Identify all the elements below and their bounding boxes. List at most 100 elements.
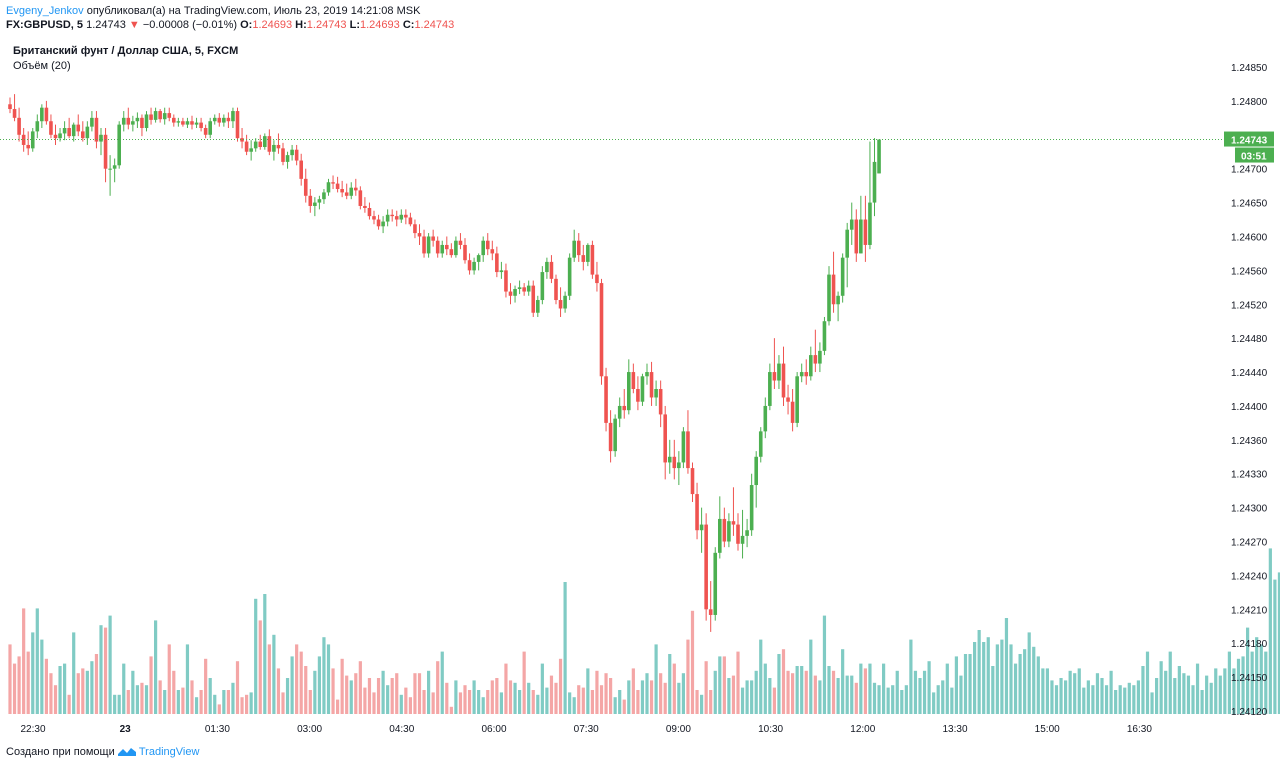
volume-bar (581, 687, 585, 714)
candle-body (617, 405, 622, 419)
volume-bar (1082, 687, 1086, 714)
volume-bar (486, 690, 490, 714)
volume-bar (568, 692, 572, 714)
volume-bar (254, 598, 258, 714)
volume-bar (973, 642, 977, 714)
candle-body (472, 261, 476, 271)
volume-bar (918, 678, 922, 714)
volume-bar (235, 661, 240, 714)
volume-bar (831, 670, 836, 714)
candle-body (508, 291, 513, 296)
candle-body (363, 205, 367, 209)
volume-bar (927, 661, 931, 714)
volume-bar (217, 704, 221, 714)
candle-body (831, 274, 836, 305)
volume-bar (17, 656, 21, 714)
candle-body (162, 113, 167, 120)
volume-bar (1032, 646, 1036, 714)
volume-bar (595, 670, 599, 714)
candle-body (258, 141, 263, 147)
volume-bar (331, 668, 335, 714)
candle-body (385, 214, 390, 222)
volume-bar (381, 670, 385, 714)
candle-body (563, 295, 567, 309)
volume-bar (786, 670, 790, 714)
volume-bar (276, 668, 281, 714)
candle-body (758, 431, 763, 457)
candle-body (595, 274, 599, 284)
volume-bar (108, 615, 112, 714)
volume-bar (336, 699, 340, 714)
candle-body (504, 270, 508, 292)
volume-bar (586, 668, 590, 714)
volume-bar (1095, 673, 1100, 714)
volume-bar (1077, 668, 1081, 714)
last-price-tag: 1.24743 03:51 (1224, 131, 1274, 163)
price-tick-label: 1.24480 (1231, 334, 1268, 345)
candle-body (517, 287, 522, 290)
candle-body (545, 261, 549, 273)
volume-bar (176, 690, 180, 714)
volume-bar (431, 692, 435, 714)
volume-bar (1218, 675, 1222, 714)
author-link[interactable]: Evgeny_Jenkov (6, 5, 84, 17)
volume-bar (950, 687, 954, 714)
candle-body (818, 350, 822, 364)
volume-bar (199, 690, 203, 714)
volume-bar (1255, 637, 1259, 714)
candle-body (140, 117, 144, 129)
volume-bar (290, 656, 294, 714)
candle-body (185, 121, 190, 125)
volume-bar (140, 682, 144, 714)
candle-body (17, 117, 21, 135)
volume-bar (640, 680, 645, 714)
volume-bar (103, 627, 108, 714)
volume-bar (795, 666, 799, 714)
created-with-text: Создано при помощи (6, 746, 115, 758)
low-value: 1.24693 (360, 19, 400, 31)
candle-body (376, 219, 381, 227)
volume-bar (326, 644, 331, 714)
candle-body (836, 295, 840, 305)
candle-body (599, 283, 604, 377)
candle-body (81, 131, 85, 139)
volume-bar (1009, 644, 1013, 714)
volume-bar (913, 670, 918, 714)
volume-bar (941, 680, 945, 714)
volume-bar (727, 678, 731, 714)
candle-body (62, 128, 67, 134)
volume-bar (618, 690, 622, 714)
volume-bar (149, 656, 153, 714)
candle-body (317, 199, 322, 203)
candle-body (44, 107, 49, 122)
open-value: 1.24693 (252, 19, 293, 31)
volume-bar (240, 697, 244, 714)
volume-bar (590, 690, 594, 714)
volume-bar (313, 670, 317, 714)
candle-body (667, 456, 672, 463)
candle-body (827, 274, 831, 322)
candle-body (485, 240, 490, 250)
volume-bar (1050, 680, 1054, 714)
candle-body (58, 133, 62, 139)
volume-bar (781, 649, 786, 714)
tradingview-brand[interactable]: TradingView (138, 746, 200, 758)
volume-bar (536, 694, 540, 714)
volume-bar (968, 654, 972, 714)
volume-bar (1264, 651, 1268, 714)
price-change: −0.00008 (−0.01%) (142, 19, 238, 31)
candle-body (131, 121, 135, 125)
time-axis[interactable]: 22:30 23 01:30 03:00 04:30 06:00 07:30 09:00 10:… (20, 724, 1152, 735)
volume-bar (1273, 579, 1277, 714)
volume-bar (695, 690, 699, 714)
candle-body (40, 107, 44, 122)
volume-bar (440, 651, 444, 714)
volume-bar (154, 620, 158, 714)
volume-bar (527, 682, 531, 714)
volume-bar (645, 673, 649, 714)
volume-bar (827, 666, 831, 714)
volume-bar (126, 690, 130, 714)
volume-bar (872, 682, 877, 714)
candle-body (294, 149, 299, 161)
